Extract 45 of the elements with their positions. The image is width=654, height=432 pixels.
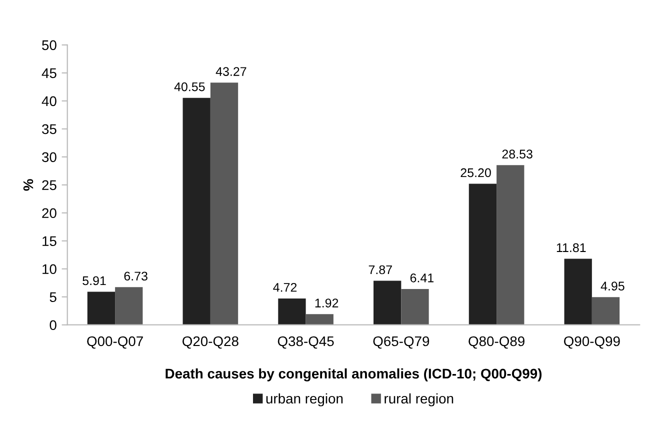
data-label: 5.91	[82, 276, 106, 286]
y-tick-label: 30	[42, 152, 56, 162]
y-tick-label: 10	[42, 264, 56, 274]
x-tick-label: Q20-Q28	[182, 336, 238, 349]
y-tick-label: 45	[42, 68, 56, 78]
x-tick-label: Q00-Q07	[87, 336, 143, 349]
bar	[278, 298, 306, 325]
bar	[468, 184, 497, 325]
x-tick-label: Q80-Q89	[468, 336, 524, 349]
data-label: 7.87	[368, 265, 392, 274]
data-label: 11.81	[556, 243, 586, 252]
data-label: 25.20	[460, 168, 491, 178]
y-axis-title: %	[23, 179, 34, 191]
y-tick-label: 20	[42, 208, 56, 218]
data-label: 6.41	[410, 273, 434, 282]
data-label: 1.92	[315, 298, 338, 308]
bar	[374, 280, 402, 325]
y-tick-label: 40	[42, 96, 56, 106]
bar	[87, 292, 116, 325]
y-tick-label: 25	[42, 180, 56, 190]
bar	[592, 297, 620, 325]
data-label: 6.73	[124, 272, 148, 281]
bar	[401, 288, 429, 325]
data-label: 4.72	[273, 282, 297, 292]
data-label: 4.95	[600, 282, 624, 291]
bar	[306, 314, 334, 325]
bar	[496, 165, 524, 325]
x-axis-title: Death causes by congenital anomalies (ICD-10; Q00-Q99)	[166, 368, 542, 382]
y-tick-label: 35	[42, 124, 56, 134]
bar	[210, 82, 238, 325]
y-tick-label: 5	[50, 292, 56, 302]
legend-label: rural region	[384, 393, 454, 406]
bar	[115, 287, 143, 325]
bar	[564, 258, 592, 325]
data-label: 40.55	[174, 82, 205, 92]
data-label: 28.53	[502, 150, 532, 158]
x-tick-label: Q65-Q79	[373, 336, 430, 349]
y-tick-label: 15	[42, 236, 56, 246]
y-tick-label: 0	[50, 320, 56, 330]
legend-label: urban region	[266, 393, 343, 406]
x-tick-label: Q90-Q99	[564, 336, 620, 349]
bar	[182, 98, 210, 325]
x-tick-label: Q38-Q45	[278, 336, 334, 349]
y-tick-label: 50	[42, 40, 56, 50]
data-label: 43.27	[216, 67, 246, 76]
